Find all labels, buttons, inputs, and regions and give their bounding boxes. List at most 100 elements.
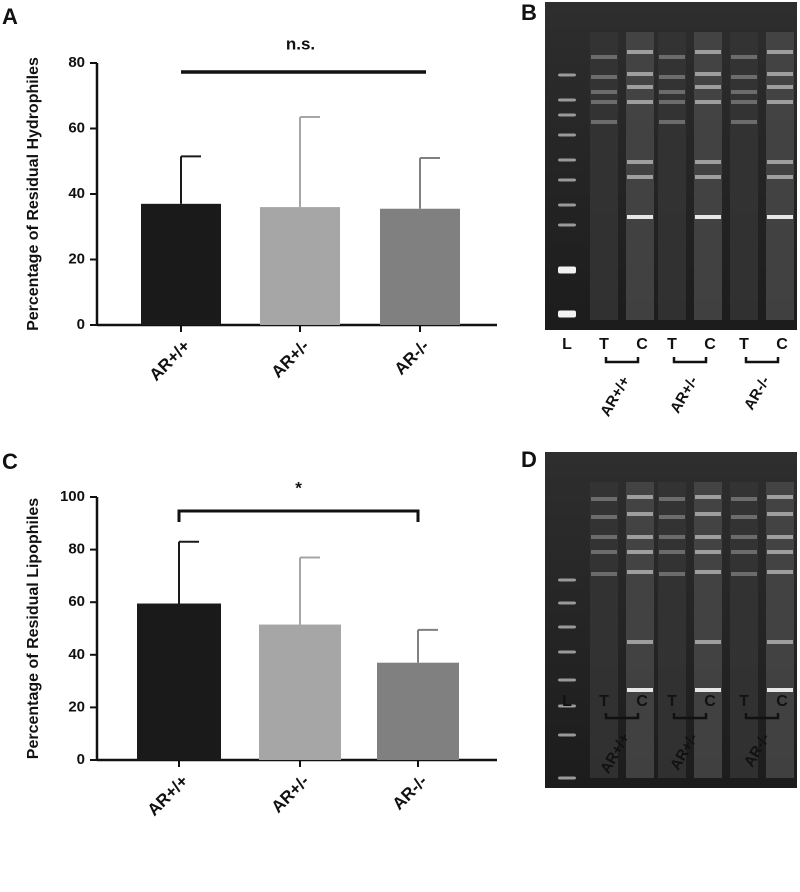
gel-band xyxy=(659,515,685,519)
ladder-band xyxy=(558,733,576,737)
gel-band xyxy=(767,535,793,539)
gel-band xyxy=(659,497,685,501)
group-label: AR+/+ xyxy=(597,373,634,419)
gel-band xyxy=(659,120,685,124)
gel-band xyxy=(695,512,721,516)
group-label: AR-/- xyxy=(741,374,774,414)
gel-band xyxy=(627,100,653,104)
gel-band xyxy=(627,495,653,499)
group-bracket xyxy=(604,713,640,720)
ladder-band xyxy=(558,625,576,629)
gel-band xyxy=(591,55,617,59)
gel-band xyxy=(591,550,617,554)
gel-band xyxy=(627,175,653,179)
y-axis-label: Percentage of Residual Hydrophiles xyxy=(25,57,42,331)
bar xyxy=(380,208,460,325)
gel-band xyxy=(731,515,757,519)
gel-band xyxy=(767,550,793,554)
gel-band xyxy=(695,535,721,539)
gel-band xyxy=(731,497,757,501)
gel-band xyxy=(695,570,721,574)
ladder-band xyxy=(558,266,576,274)
y-tick-label: 20 xyxy=(68,250,85,267)
group-bracket xyxy=(672,713,708,720)
y-tick-label: 60 xyxy=(68,119,85,136)
gel-band xyxy=(695,495,721,499)
x-tick-label: AR-/- xyxy=(391,336,433,378)
y-tick-label: 0 xyxy=(77,316,85,333)
y-tick-label: 40 xyxy=(68,646,85,663)
gel-lane xyxy=(658,32,686,320)
lane-label: T xyxy=(739,336,749,353)
gel-band xyxy=(627,640,653,644)
gel-band xyxy=(731,90,757,94)
gel-band xyxy=(695,175,721,179)
ladder-band xyxy=(558,704,576,708)
gel-lane xyxy=(658,482,686,778)
ladder-band xyxy=(558,73,576,77)
group-bracket xyxy=(672,357,708,364)
ladder-band xyxy=(558,223,576,227)
gel-band xyxy=(627,215,653,219)
gel-band xyxy=(659,572,685,576)
lane-label: C xyxy=(776,336,788,353)
gel-band xyxy=(591,497,617,501)
lane-label: T xyxy=(667,693,677,710)
panel-label: A xyxy=(2,4,18,29)
lane-label: C xyxy=(636,336,648,353)
ladder-band xyxy=(558,601,576,605)
gel-band xyxy=(695,100,721,104)
y-tick-label: 80 xyxy=(68,541,85,558)
gel-band xyxy=(627,535,653,539)
gel-band xyxy=(695,160,721,164)
y-axis-label: Percentage of Residual Lipophiles xyxy=(25,498,42,759)
gel-band xyxy=(591,572,617,576)
gel-band xyxy=(695,215,721,219)
gel-band xyxy=(767,215,793,219)
y-tick-label: 40 xyxy=(68,185,85,202)
bar xyxy=(137,603,221,760)
gel-band xyxy=(695,550,721,554)
gel-band xyxy=(591,90,617,94)
gel-band xyxy=(767,85,793,89)
bar xyxy=(141,203,221,325)
lane-label: C xyxy=(704,336,716,353)
gel-band xyxy=(767,100,793,104)
gel-band xyxy=(591,100,617,104)
gel-band xyxy=(591,120,617,124)
significance-bracket xyxy=(177,509,420,522)
gel-band xyxy=(659,550,685,554)
lane-label: T xyxy=(599,693,609,710)
group-bracket xyxy=(744,713,780,720)
gel-lane xyxy=(694,482,722,778)
y-tick-label: 60 xyxy=(68,593,85,610)
gel-lane xyxy=(590,32,618,320)
gel-band xyxy=(731,572,757,576)
gel-band xyxy=(627,85,653,89)
gel-band xyxy=(627,512,653,516)
gel-lane xyxy=(766,482,794,778)
y-tick-label: 100 xyxy=(60,488,85,505)
annotation: n.s. xyxy=(286,34,315,53)
gel-band xyxy=(591,75,617,79)
gel-band xyxy=(731,75,757,79)
panel-label: C xyxy=(2,449,18,474)
panel-label: D xyxy=(521,447,537,472)
gel-band xyxy=(627,688,653,692)
bar xyxy=(260,207,340,325)
ladder-band xyxy=(558,650,576,654)
gel-band xyxy=(659,90,685,94)
y-tick-label: 0 xyxy=(77,751,85,768)
gel-band xyxy=(767,72,793,76)
gel-band xyxy=(767,160,793,164)
ladder-band xyxy=(558,113,576,117)
x-tick-label: AR+/- xyxy=(268,336,313,381)
gel-band xyxy=(695,50,721,54)
lane-label: C xyxy=(704,693,716,710)
gel-band xyxy=(767,50,793,54)
gel-band xyxy=(767,570,793,574)
gel-band xyxy=(627,50,653,54)
ladder-band xyxy=(558,133,576,137)
gel-band xyxy=(627,72,653,76)
gel-band xyxy=(695,72,721,76)
